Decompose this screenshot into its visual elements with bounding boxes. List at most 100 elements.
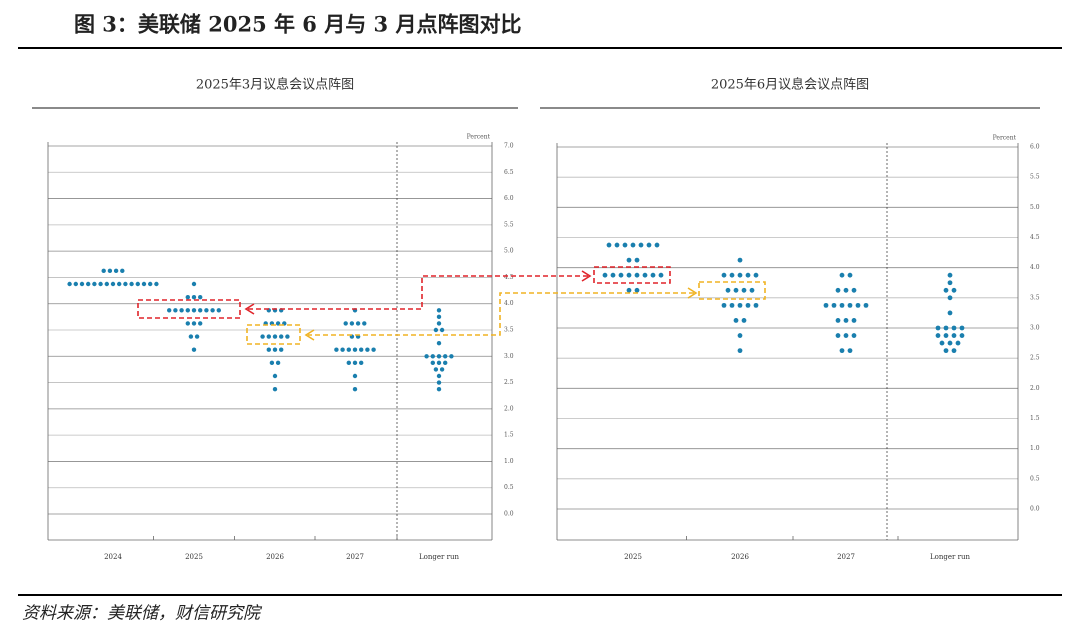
x-tick-label: 2025 bbox=[624, 553, 642, 561]
dot bbox=[749, 287, 755, 293]
dot bbox=[843, 287, 849, 293]
dot bbox=[843, 318, 849, 323]
dot bbox=[279, 334, 284, 339]
dot bbox=[340, 347, 345, 352]
dot bbox=[198, 321, 203, 326]
y-tick-label: 2.0 bbox=[504, 405, 514, 412]
dot bbox=[449, 354, 454, 359]
dot bbox=[443, 360, 448, 366]
dot bbox=[113, 268, 119, 274]
dot bbox=[737, 333, 743, 338]
dot bbox=[191, 308, 197, 313]
dot bbox=[606, 242, 612, 248]
dot bbox=[352, 386, 358, 392]
dot bbox=[943, 287, 949, 293]
dot bbox=[951, 333, 957, 338]
connector-arrow bbox=[248, 275, 588, 310]
dot bbox=[947, 272, 953, 278]
dot bbox=[269, 360, 275, 366]
dot bbox=[835, 333, 841, 338]
dot bbox=[737, 302, 743, 308]
dot bbox=[334, 347, 339, 352]
y-tick-label: 7.0 bbox=[504, 143, 514, 150]
y-tick-label: 4.5 bbox=[1030, 234, 1040, 241]
y-tick-label: 1.5 bbox=[504, 432, 514, 439]
dot bbox=[154, 281, 159, 287]
y-tick-label: 2.0 bbox=[1030, 385, 1040, 392]
x-tick-label: 2024 bbox=[104, 553, 122, 561]
dot bbox=[92, 281, 97, 287]
dot bbox=[266, 334, 271, 339]
dot bbox=[436, 321, 442, 326]
dot bbox=[424, 354, 429, 359]
y-tick-label: 0.5 bbox=[1030, 475, 1040, 482]
dot bbox=[721, 272, 727, 278]
y-tick-label: 3.0 bbox=[504, 353, 514, 360]
dot bbox=[352, 373, 358, 379]
dot bbox=[204, 308, 209, 313]
dot bbox=[943, 348, 949, 354]
dot bbox=[851, 287, 857, 293]
dot bbox=[831, 302, 837, 308]
dot bbox=[959, 333, 965, 338]
dot bbox=[935, 333, 941, 338]
dot bbox=[626, 257, 632, 263]
y-tick-label: 5.0 bbox=[504, 248, 514, 255]
dot bbox=[365, 347, 370, 352]
dot bbox=[359, 347, 364, 352]
dot bbox=[863, 302, 869, 308]
highlight-box bbox=[246, 324, 301, 345]
dot bbox=[436, 386, 442, 392]
x-tick-label: 2026 bbox=[266, 553, 284, 561]
dot bbox=[352, 347, 358, 352]
dot bbox=[733, 318, 739, 323]
dot bbox=[602, 272, 608, 278]
dot bbox=[185, 308, 190, 313]
dot bbox=[737, 348, 743, 354]
source-note: 资料来源：美联储，财信研究院 bbox=[22, 604, 263, 624]
dot bbox=[951, 348, 957, 354]
dot bbox=[843, 333, 849, 338]
dot bbox=[839, 348, 845, 354]
dot bbox=[194, 334, 200, 339]
connector-arrow bbox=[308, 292, 694, 336]
y-tick-label: 3.5 bbox=[1030, 294, 1040, 301]
dot bbox=[634, 287, 640, 293]
dot bbox=[272, 373, 278, 379]
dot bbox=[955, 340, 961, 346]
highlight-box bbox=[593, 266, 671, 284]
dot bbox=[191, 321, 197, 326]
arrow-head bbox=[244, 303, 255, 315]
dot bbox=[191, 294, 197, 300]
dot bbox=[346, 347, 351, 352]
y-tick-label: 2.5 bbox=[1030, 355, 1040, 362]
arrow-head bbox=[687, 287, 698, 299]
dot bbox=[610, 272, 616, 278]
dot bbox=[737, 257, 743, 263]
dot bbox=[272, 386, 278, 392]
dot bbox=[185, 294, 190, 300]
dot bbox=[443, 354, 448, 359]
dot bbox=[626, 287, 632, 293]
dot bbox=[943, 333, 949, 338]
y-tick-label: 1.5 bbox=[1030, 415, 1040, 422]
y-tick-label: 5.0 bbox=[1030, 204, 1040, 211]
dot bbox=[436, 360, 442, 366]
dot bbox=[943, 325, 949, 331]
arrow-head bbox=[581, 270, 592, 282]
dot bbox=[67, 281, 72, 287]
dot bbox=[430, 354, 435, 359]
dot bbox=[851, 318, 857, 323]
y-tick-label: 4.0 bbox=[1030, 264, 1040, 271]
dot bbox=[638, 242, 644, 248]
dot bbox=[185, 321, 190, 326]
dot bbox=[371, 347, 376, 352]
y-tick-label: 2.5 bbox=[504, 379, 514, 386]
dot bbox=[835, 287, 841, 293]
dot bbox=[346, 360, 351, 366]
dot bbox=[272, 347, 278, 352]
y-tick-label: 1.0 bbox=[1030, 445, 1040, 452]
dot bbox=[430, 360, 435, 366]
dot bbox=[436, 373, 442, 379]
